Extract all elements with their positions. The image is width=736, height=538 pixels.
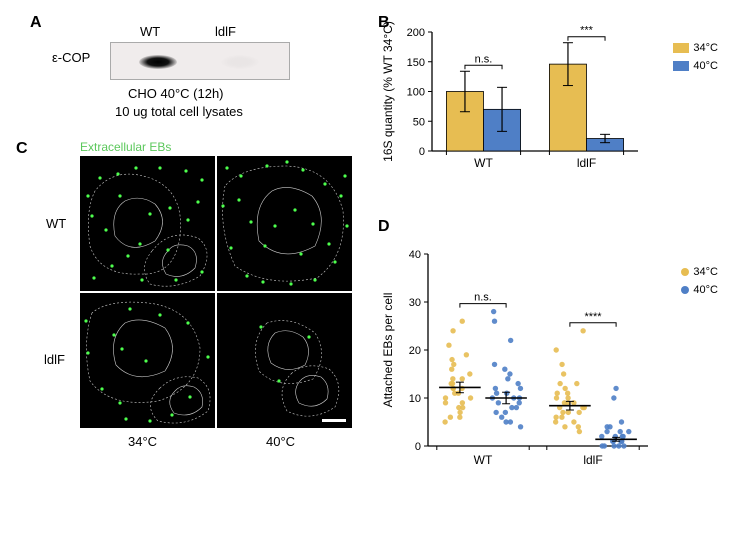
micro-grid bbox=[80, 156, 352, 428]
blot-band-ldlf bbox=[221, 55, 259, 69]
svg-text:WT: WT bbox=[474, 156, 493, 170]
micro-ldlf-34 bbox=[80, 293, 215, 428]
blot-caption1: CHO 40°C (12h) bbox=[128, 86, 224, 101]
blot-row-label: ε-COP bbox=[52, 50, 90, 65]
micro-col-34: 34°C bbox=[128, 434, 157, 449]
micro-row-ldlf: ldlF bbox=[44, 352, 65, 367]
panel-b-legend: 34°C 40°C bbox=[673, 42, 718, 72]
blot-col-ldlf: ldlF bbox=[215, 24, 236, 39]
scatter-chart-svg: 0 10 20 30 40 Attached EBs per cell WT ldlF n.s.… bbox=[378, 236, 718, 476]
svg-text:150: 150 bbox=[407, 57, 425, 69]
svg-text:50: 50 bbox=[413, 116, 425, 128]
micro-col-40: 40°C bbox=[266, 434, 295, 449]
scale-bar bbox=[322, 419, 346, 422]
svg-text:0: 0 bbox=[415, 441, 421, 453]
bar-chart-svg: 0 50 100 150 200 16S quantity (% WT 34°C) WT ld… bbox=[378, 14, 718, 179]
svg-text:16S quantity (% WT 34°C): 16S quantity (% WT 34°C) bbox=[381, 21, 395, 162]
panel-d-chart: 0 10 20 30 40 Attached EBs per cell WT ldlF n.s.… bbox=[378, 236, 718, 476]
legend-d-34: 34°C bbox=[693, 266, 718, 278]
panel-a-label: A bbox=[30, 14, 42, 32]
micro-title: Extracellular EBs bbox=[80, 140, 171, 154]
blot-caption2: 10 ug total cell lysates bbox=[115, 104, 243, 119]
panel-b-chart: 0 50 100 150 200 16S quantity (% WT 34°C) WT ld… bbox=[378, 14, 718, 179]
legend-b-40: 40°C bbox=[693, 60, 718, 72]
svg-text:ldlF: ldlF bbox=[577, 156, 596, 170]
svg-text:20: 20 bbox=[409, 345, 421, 357]
svg-text:100: 100 bbox=[407, 87, 425, 99]
panel-d-label: D bbox=[378, 218, 390, 236]
panel-c-label: C bbox=[16, 140, 28, 158]
svg-text:40: 40 bbox=[409, 249, 421, 261]
svg-text:0: 0 bbox=[419, 146, 425, 158]
svg-text:30: 30 bbox=[409, 297, 421, 309]
micro-row-wt: WT bbox=[46, 216, 66, 231]
svg-text:n.s.: n.s. bbox=[474, 292, 492, 304]
legend-d-40: 40°C bbox=[693, 284, 718, 296]
svg-text:n.s.: n.s. bbox=[475, 53, 493, 65]
blot-band-wt bbox=[139, 55, 177, 69]
blot-image bbox=[110, 42, 290, 80]
legend-b-34: 34°C bbox=[693, 42, 718, 54]
blot-col-wt: WT bbox=[140, 24, 160, 39]
micro-wt-40 bbox=[217, 156, 352, 291]
svg-text:WT: WT bbox=[474, 453, 493, 467]
svg-text:10: 10 bbox=[409, 393, 421, 405]
svg-text:***: *** bbox=[580, 25, 594, 37]
micro-ldlf-40 bbox=[217, 293, 352, 428]
svg-text:****: **** bbox=[584, 311, 602, 323]
svg-text:ldlF: ldlF bbox=[583, 453, 602, 467]
svg-text:Attached EBs per cell: Attached EBs per cell bbox=[381, 293, 395, 408]
micro-wt-34 bbox=[80, 156, 215, 291]
svg-text:200: 200 bbox=[407, 27, 425, 39]
panel-d-legend: 34°C 40°C bbox=[681, 266, 718, 296]
